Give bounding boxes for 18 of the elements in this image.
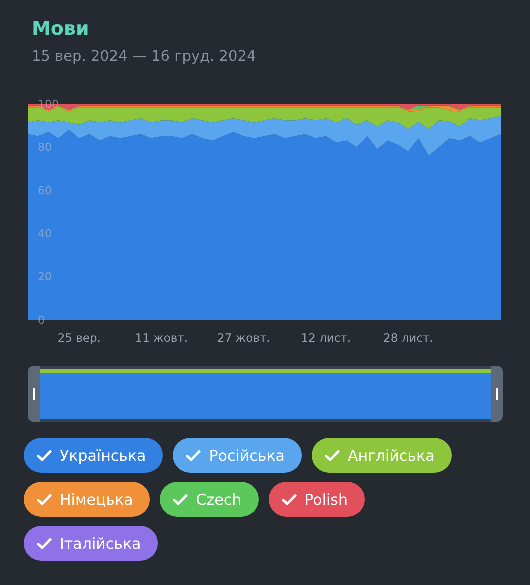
text: Німецька bbox=[60, 490, 134, 508]
x-tick-label: 28 лист. bbox=[384, 331, 434, 346]
text: Czech bbox=[196, 490, 242, 508]
chart-title: Мови bbox=[32, 18, 90, 40]
x-tick-label: 25 вер. bbox=[58, 331, 101, 346]
chart-subtitle: 15 вер. 2024 — 16 груд. 2024 bbox=[32, 49, 256, 65]
text: Італійська bbox=[60, 534, 142, 552]
text: Англійська bbox=[348, 446, 435, 464]
y-tick-label: 20 bbox=[38, 270, 52, 284]
x-tick-label: 12 лист. bbox=[301, 331, 352, 346]
x-tick-label: 27 жовт. bbox=[218, 331, 270, 346]
text: Українська bbox=[60, 446, 146, 464]
y-tick-label: 40 bbox=[38, 227, 52, 240]
y-tick-label: 60 bbox=[38, 184, 52, 198]
y-tick-label: 80 bbox=[38, 141, 52, 154]
x-tick-label: 11 жовт. bbox=[135, 331, 188, 346]
text: Російська bbox=[209, 446, 285, 464]
text: Polish bbox=[304, 490, 348, 508]
